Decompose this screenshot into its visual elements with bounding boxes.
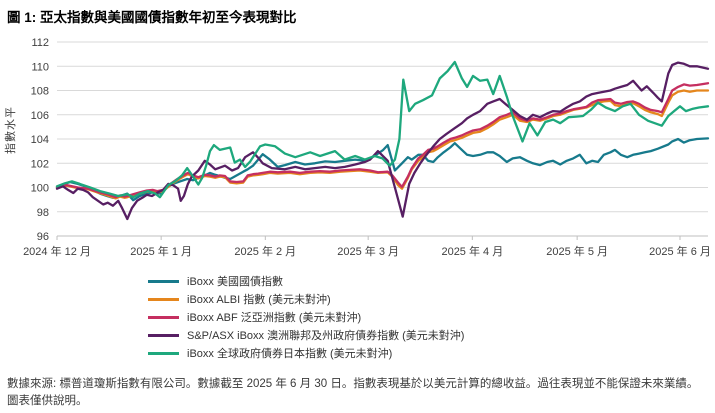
y-tick-label: 106 xyxy=(31,110,49,122)
y-tick-label: 98 xyxy=(37,207,49,219)
y-tick-label: 112 xyxy=(31,37,49,49)
legend-label: iBoxx ABF 泛亞洲指數 (美元未對沖) xyxy=(187,312,362,324)
y-tick-label: 96 xyxy=(37,231,49,243)
x-tick-label: 2025 年 4 月 xyxy=(441,244,503,258)
y-tick-label: 104 xyxy=(31,134,49,146)
series-line xyxy=(55,82,710,199)
legend-item: iBoxx 全球政府債券日本指數 (美元未對沖) xyxy=(148,344,464,362)
series-line xyxy=(55,61,710,221)
y-tick-label: 102 xyxy=(31,158,49,170)
x-tick-label: 2025 年 5 月 xyxy=(546,244,608,258)
chart-legend: iBoxx 美國國債指數 iBoxx ALBI 指數 (美元未對沖) iBoxx A… xyxy=(148,272,464,362)
legend-swatch xyxy=(148,315,179,319)
legend-swatch xyxy=(148,333,179,337)
legend-swatch xyxy=(148,351,179,355)
y-tick-label: 110 xyxy=(31,61,49,73)
y-tick-label: 100 xyxy=(31,183,49,195)
legend-swatch xyxy=(148,297,179,301)
source-footnote: 數據來源: 標普道瓊斯指數有限公司。數據截至 2025 年 6 月 30 日。指… xyxy=(7,378,699,407)
legend-swatch xyxy=(148,279,179,283)
legend-label: iBoxx 美國國債指數 xyxy=(187,276,283,288)
series-line xyxy=(55,89,710,200)
legend-item: iBoxx 美國國債指數 xyxy=(148,272,464,290)
x-tick-label: 2025 年 2 月 xyxy=(234,244,296,258)
x-tick-label: 2025 年 6 月 xyxy=(649,244,711,258)
y-tick-label: 108 xyxy=(31,86,49,98)
performance-line-chart: 96 98 100 102 104 106 108 110 112 2024 年 12 月 2025… xyxy=(23,37,711,258)
series-line xyxy=(55,60,710,199)
legend-label: iBoxx ALBI 指數 (美元未對沖) xyxy=(187,294,331,306)
x-tick-label: 2025 年 3 月 xyxy=(337,244,399,258)
legend-label: S&P/ASX iBoxx 澳洲聯邦及州政府債券指數 (美元未對沖) xyxy=(187,330,465,342)
x-tick-label: 2025 年 1 月 xyxy=(130,244,192,258)
legend-item: iBoxx ABF 泛亞洲指數 (美元未對沖) xyxy=(148,308,464,326)
legend-item: iBoxx ALBI 指數 (美元未對沖) xyxy=(148,290,464,308)
legend-item: S&P/ASX iBoxx 澳洲聯邦及州政府債券指數 (美元未對沖) xyxy=(148,326,464,344)
legend-label: iBoxx 全球政府債券日本指數 (美元未對沖) xyxy=(187,348,393,360)
chart-title: 圖 1: 亞太指數與美國國債指數年初至今表現對比 xyxy=(7,10,297,25)
x-tick-label: 2024 年 12 月 xyxy=(23,244,91,258)
